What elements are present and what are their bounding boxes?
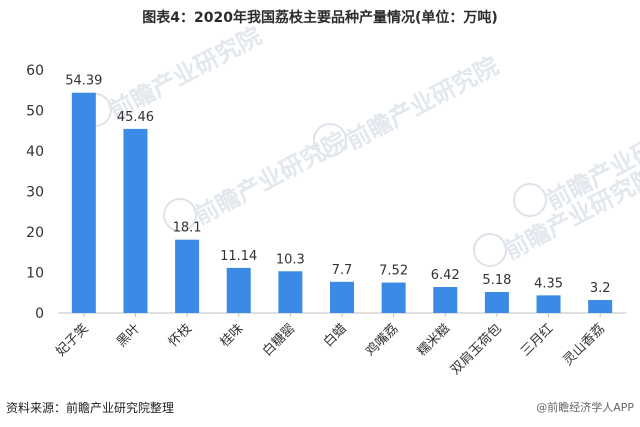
x-tick-label: 双肩玉荷包 xyxy=(447,321,504,378)
watermark-text: 前瞻产业研究院 xyxy=(342,52,503,156)
bar xyxy=(71,92,96,314)
credit-watermark: @前瞻经济学人APP xyxy=(536,401,634,414)
x-tick-label: 白蜡 xyxy=(320,321,350,351)
bar xyxy=(588,300,613,313)
y-tick-label: 20 xyxy=(26,225,44,241)
watermark-1: 前瞻产业研究院 xyxy=(78,22,266,127)
data-label: 7.52 xyxy=(379,264,408,279)
bar xyxy=(484,292,509,313)
data-label: 10.3 xyxy=(276,252,305,267)
x-tick-label: 三月红 xyxy=(517,321,556,360)
watermark-3: 前瞻产业研究院 xyxy=(163,127,351,232)
x-tick-label: 鸡嘴荔 xyxy=(363,321,402,360)
y-tick-label: 0 xyxy=(35,306,44,322)
data-label: 18.1 xyxy=(173,221,202,236)
y-tick-label: 10 xyxy=(26,266,44,282)
x-tick-label: 白糖罂 xyxy=(259,321,298,360)
y-tick-label: 30 xyxy=(26,185,44,201)
data-label: 11.14 xyxy=(220,249,257,264)
source-note: 资料来源：前瞻产业研究院整理 xyxy=(6,401,175,415)
x-tick-label: 桂味 xyxy=(218,321,247,350)
bar xyxy=(226,267,251,313)
bar xyxy=(278,271,303,313)
y-tick-label: 40 xyxy=(26,144,44,160)
x-tick-label: 灵山香荔 xyxy=(561,321,608,368)
bar xyxy=(433,286,458,313)
data-label: 6.42 xyxy=(431,268,460,283)
bar xyxy=(330,281,354,313)
data-label: 4.35 xyxy=(534,276,563,291)
bar xyxy=(123,128,148,313)
data-label: 45.46 xyxy=(117,110,154,125)
y-tick-label: 60 xyxy=(26,63,44,79)
bar xyxy=(381,282,406,313)
bar xyxy=(536,295,561,313)
bar xyxy=(175,239,200,313)
y-tick-label: 50 xyxy=(26,104,44,120)
data-label: 7.7 xyxy=(332,263,353,278)
data-label: 5.18 xyxy=(482,273,511,288)
data-label: 3.2 xyxy=(590,281,611,296)
x-tick-label: 怀枝 xyxy=(166,321,195,350)
x-tick-label: 妃子笑 xyxy=(53,321,92,360)
x-tick-label: 糯米糍 xyxy=(415,321,453,359)
data-label: 54.39 xyxy=(65,74,102,89)
chart-title: 图表4：2020年我国荔枝主要品种产量情况(单位：万吨) xyxy=(142,10,498,26)
x-tick-label: 黑叶 xyxy=(114,321,143,350)
watermark-text: 前瞻产业研究院 xyxy=(190,127,351,231)
